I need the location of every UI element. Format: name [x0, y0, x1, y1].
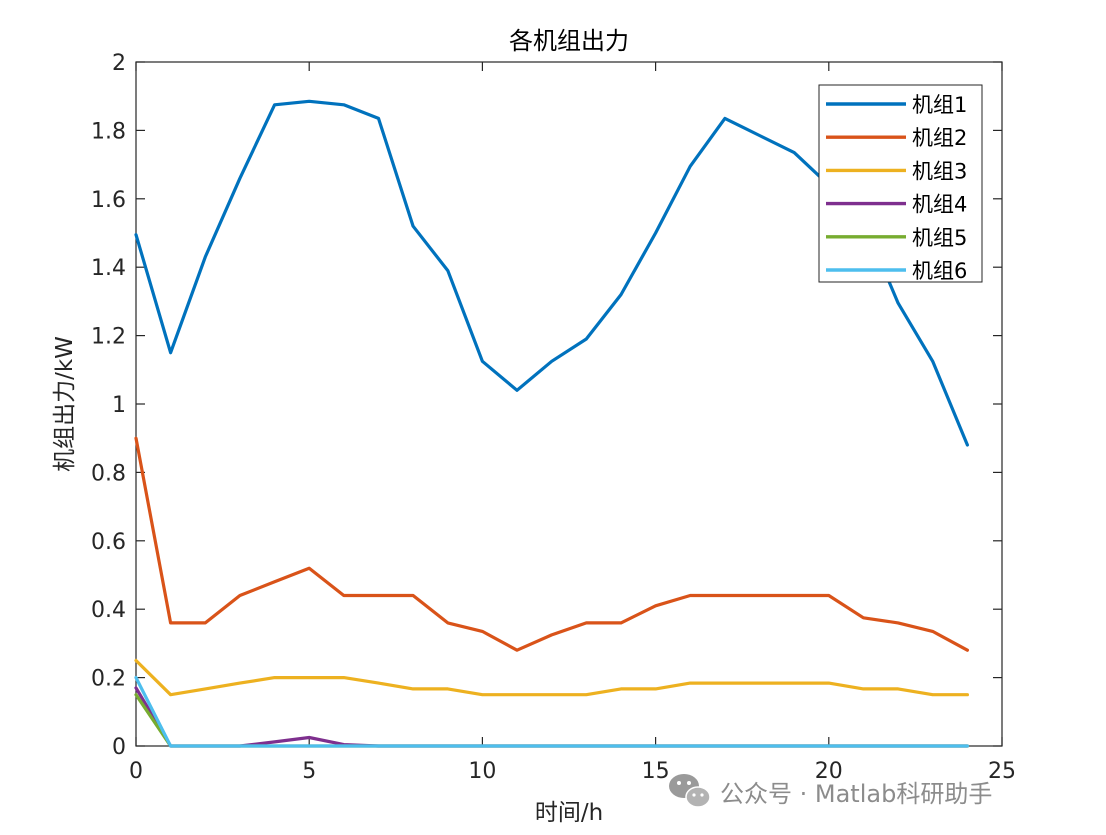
y-tick-label: 1.6	[91, 188, 126, 213]
x-axis: 0 5 10 15 20 25	[129, 62, 1016, 784]
y-tick-label: 0.2	[91, 667, 126, 692]
legend-label-2: 机组2	[912, 126, 967, 150]
y-tick-label: 1.4	[91, 256, 126, 281]
legend-label-1: 机组1	[912, 93, 967, 117]
y-tick-label: 0.8	[91, 461, 126, 486]
legend: 机组1 机组2 机组3 机组4 机组5 机组6	[818, 84, 983, 283]
legend-items: 机组1 机组2 机组3 机组4 机组5 机组6	[826, 93, 967, 283]
y-tick-label: 1	[112, 393, 126, 418]
legend-label-4: 机组4	[912, 193, 967, 217]
x-tick-label: 10	[468, 759, 496, 784]
legend-label-3: 机组3	[912, 159, 967, 183]
x-axis-title: 时间/h	[535, 800, 603, 826]
series-line-2	[134, 436, 970, 652]
y-tick-label: 0.6	[91, 530, 126, 555]
y-tick-label: 0	[112, 735, 126, 760]
y-axis-title: 机组出力/kW	[52, 336, 78, 472]
series-line-3	[134, 658, 970, 697]
x-tick-label: 15	[642, 759, 670, 784]
x-tick-label: 5	[302, 759, 316, 784]
legend-box	[818, 84, 983, 283]
wechat-icon	[669, 774, 711, 808]
legend-label-5: 机组5	[912, 226, 967, 250]
x-tick-label: 20	[815, 759, 843, 784]
y-tick-label: 1.2	[91, 325, 126, 350]
chart-title: 各机组出力	[509, 27, 629, 55]
legend-label-6: 机组6	[912, 259, 967, 283]
y-tick-label: 0.4	[91, 598, 126, 623]
y-tick-label: 2	[112, 51, 126, 76]
watermark: 公众号 · Matlab科研助手	[669, 774, 992, 808]
y-axis: 0 0.2 0.4 0.6 0.8 1 1.2 1.4 1.6 1.8 2	[91, 51, 1002, 760]
x-tick-label: 25	[988, 759, 1016, 784]
watermark-text: 公众号 · Matlab科研助手	[720, 780, 992, 808]
series-line-6	[134, 675, 970, 748]
y-tick-label: 1.8	[91, 119, 126, 144]
x-tick-label: 0	[129, 759, 143, 784]
